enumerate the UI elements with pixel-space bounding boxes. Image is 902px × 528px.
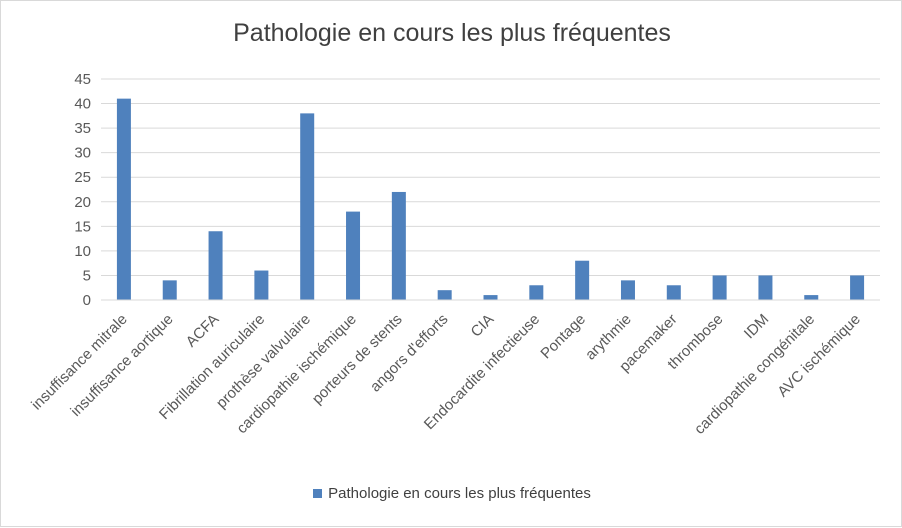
legend-label: Pathologie en cours les plus fréquentes — [328, 485, 591, 502]
bar — [575, 260, 590, 300]
bar — [254, 270, 269, 300]
bar — [208, 231, 223, 300]
y-tick-label: 0 — [83, 292, 91, 309]
bar — [391, 191, 406, 300]
y-tick-label: 30 — [74, 145, 91, 162]
y-tick-label: 35 — [74, 120, 91, 137]
y-tick-label: 25 — [74, 169, 91, 186]
x-tick-label: AVC ischémique — [774, 311, 864, 401]
y-tick-label: 40 — [74, 96, 91, 113]
bar — [162, 280, 177, 300]
legend-swatch — [313, 488, 323, 498]
bar — [850, 275, 865, 300]
x-tick-label: Pontage — [537, 311, 589, 363]
bar — [666, 285, 681, 300]
bar — [620, 280, 635, 300]
chart-title: Pathologie en cours les plus fréquentes — [233, 19, 671, 47]
bar — [483, 295, 498, 300]
y-tick-label: 45 — [74, 71, 91, 88]
y-tick-label: 10 — [74, 243, 91, 260]
bar — [804, 295, 819, 300]
x-tick-label: CIA — [468, 311, 498, 341]
x-tick-label: IDM — [741, 311, 772, 342]
bar — [300, 113, 315, 300]
bar — [437, 290, 452, 300]
bar — [712, 275, 727, 300]
bar — [758, 275, 773, 300]
y-tick-label: 15 — [74, 218, 91, 235]
legend: Pathologie en cours les plus fréquentes — [1, 485, 902, 502]
x-tick-label: ACFA — [183, 311, 223, 351]
y-tick-label: 5 — [83, 267, 91, 284]
y-tick-label: 20 — [74, 194, 91, 211]
bar — [116, 98, 131, 301]
bar — [529, 285, 544, 300]
bar — [346, 211, 361, 300]
